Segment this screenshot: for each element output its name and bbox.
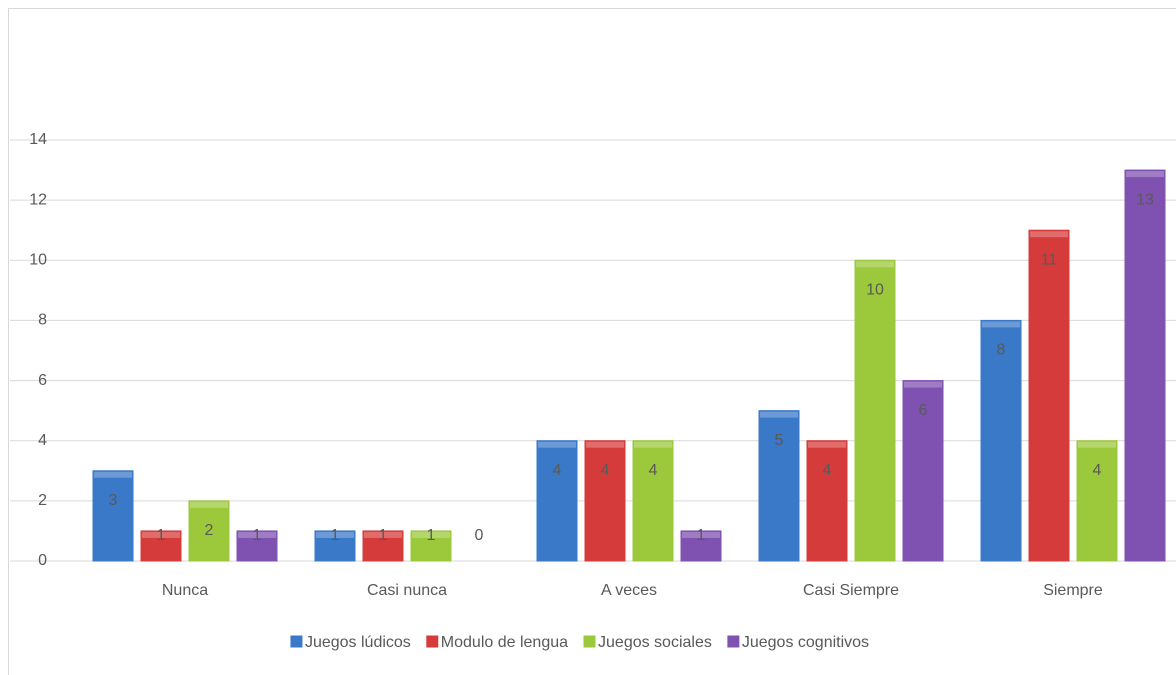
bar-bevel (586, 441, 624, 448)
bar (1076, 440, 1118, 562)
legend-swatch (583, 635, 596, 648)
bar-bevel (682, 531, 720, 538)
data-label: 5 (775, 432, 784, 449)
x-tick-label: Casi nunca (367, 582, 447, 599)
data-label: 6 (919, 402, 928, 419)
data-label: 4 (649, 462, 658, 479)
bar-bevel (238, 531, 276, 538)
x-tick-label: Nunca (162, 582, 208, 599)
bar (1124, 169, 1166, 562)
bar (362, 530, 404, 562)
bar-bevel (412, 531, 450, 538)
y-tick-label: 6 (38, 372, 47, 389)
bar (1028, 229, 1070, 562)
bar-bevel (94, 471, 132, 478)
data-label: 1 (697, 527, 706, 544)
data-label: 10 (866, 282, 884, 299)
bar (92, 470, 134, 562)
y-tick-label: 0 (38, 552, 47, 569)
bar-bevel (856, 261, 894, 268)
x-tick-label: A veces (601, 582, 657, 599)
x-tick-label: Siempre (1043, 582, 1103, 599)
bar-bevel (904, 381, 942, 388)
data-label: 11 (1041, 251, 1058, 268)
data-label: 1 (379, 527, 388, 544)
data-label: 1 (427, 527, 436, 544)
y-tick-label: 4 (38, 432, 47, 449)
bar (188, 500, 230, 562)
bar-bevel (1126, 171, 1164, 178)
legend-label: Juegos cognitivos (742, 634, 869, 651)
data-label: 4 (553, 462, 562, 479)
bar (536, 440, 578, 562)
legend-label: Modulo de lengua (441, 634, 568, 651)
bar-bevel (142, 531, 180, 538)
bar (410, 530, 452, 562)
y-tick-label: 2 (38, 492, 47, 509)
bar (314, 530, 356, 562)
data-label: 0 (475, 527, 484, 544)
data-label: 1 (253, 527, 262, 544)
x-tick-label: Casi Siempre (803, 582, 899, 599)
data-label: 4 (823, 462, 832, 479)
bar (584, 440, 626, 562)
bar (902, 380, 944, 562)
data-label: 4 (601, 462, 610, 479)
bar-bevel (538, 441, 576, 448)
y-tick-label: 14 (29, 131, 47, 148)
bar (854, 259, 896, 562)
y-tick-label: 8 (38, 312, 47, 329)
bar-bevel (634, 441, 672, 448)
data-label: 1 (157, 527, 166, 544)
bar-bevel (190, 501, 228, 508)
legend-swatch (290, 635, 303, 648)
legend-label: Juegos sociales (598, 634, 712, 651)
legend-label: Juegos lúdicos (305, 634, 411, 651)
bar (632, 440, 674, 562)
bar (680, 530, 722, 562)
bar-bevel (1078, 441, 1116, 448)
bar-bevel (760, 411, 798, 418)
legend-swatch (727, 635, 740, 648)
data-label: 8 (997, 342, 1006, 359)
y-tick-label: 10 (29, 252, 47, 269)
bar (806, 440, 848, 562)
bar-bevel (982, 321, 1020, 328)
data-label: 2 (205, 522, 214, 539)
data-label: 4 (1093, 462, 1102, 479)
bar (236, 530, 278, 562)
data-label: 3 (109, 492, 118, 509)
bar-bevel (316, 531, 354, 538)
bar-bevel (364, 531, 402, 538)
bar-bevel (1030, 231, 1068, 238)
bar (140, 530, 182, 562)
chart-frame (8, 8, 1176, 675)
legend-swatch (426, 635, 439, 648)
y-tick-label: 12 (29, 191, 47, 208)
bar (980, 319, 1022, 562)
bar-bevel (808, 441, 846, 448)
bar (758, 410, 800, 562)
data-label: 13 (1136, 191, 1154, 208)
data-label: 1 (331, 527, 340, 544)
